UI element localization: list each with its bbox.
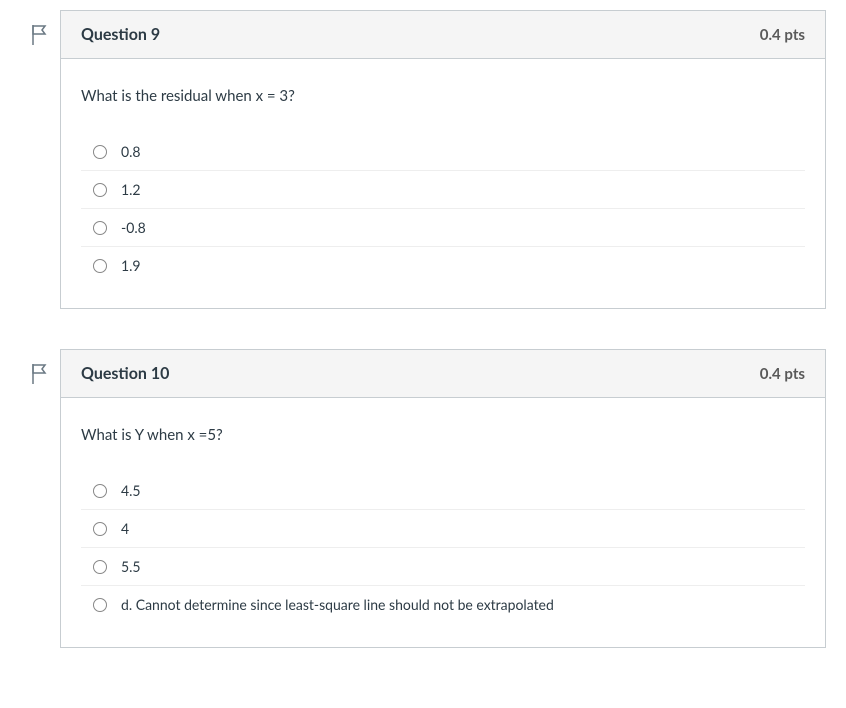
radio-icon[interactable] [93,259,107,273]
question-body: What is Y when x =5? 4.5 4 5.5 d. Cannot… [61,398,825,647]
question-prompt: What is Y when x =5? [81,426,805,444]
radio-icon[interactable] [93,183,107,197]
answer-option[interactable]: 4 [81,510,805,548]
question-prompt: What is the residual when x = 3? [81,87,805,105]
answer-option[interactable]: 1.9 [81,247,805,284]
answer-label: 4.5 [121,482,793,499]
answer-label: -0.8 [121,219,793,236]
answer-label: 1.2 [121,181,793,198]
question-header: Question 9 0.4 pts [61,11,825,59]
answer-label: 5.5 [121,558,793,575]
question-title: Question 9 [81,25,160,44]
radio-icon[interactable] [93,484,107,498]
answer-label: d. Cannot determine since least-square l… [121,596,793,613]
question-body: What is the residual when x = 3? 0.8 1.2… [61,59,825,308]
answer-option[interactable]: d. Cannot determine since least-square l… [81,586,805,623]
radio-icon[interactable] [93,560,107,574]
question-block: Question 9 0.4 pts What is the residual … [20,10,826,309]
answer-option[interactable]: 1.2 [81,171,805,209]
radio-icon[interactable] [93,522,107,536]
radio-icon[interactable] [93,598,107,612]
question-title: Question 10 [81,364,169,383]
question-points: 0.4 pts [760,365,805,383]
answer-option[interactable]: 5.5 [81,548,805,586]
answer-label: 4 [121,520,793,537]
question-header: Question 10 0.4 pts [61,350,825,398]
question-card: Question 10 0.4 pts What is Y when x =5?… [60,349,826,648]
flag-column [20,10,60,50]
flag-icon[interactable] [31,24,49,50]
flag-icon[interactable] [31,363,49,389]
answer-label: 1.9 [121,257,793,274]
answer-option[interactable]: -0.8 [81,209,805,247]
question-card: Question 9 0.4 pts What is the residual … [60,10,826,309]
answer-option[interactable]: 4.5 [81,472,805,510]
answer-label: 0.8 [121,143,793,160]
question-block: Question 10 0.4 pts What is Y when x =5?… [20,349,826,648]
radio-icon[interactable] [93,221,107,235]
flag-column [20,349,60,389]
answer-option[interactable]: 0.8 [81,133,805,171]
radio-icon[interactable] [93,145,107,159]
question-points: 0.4 pts [760,26,805,44]
